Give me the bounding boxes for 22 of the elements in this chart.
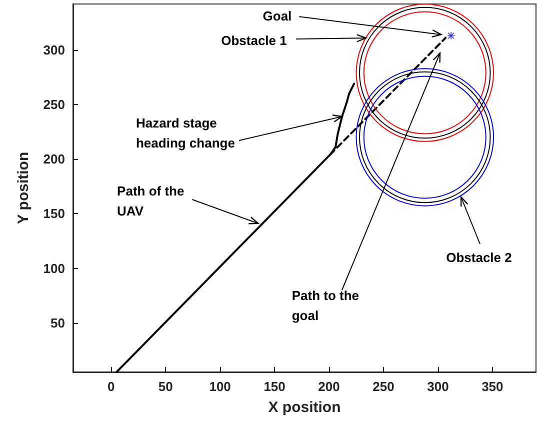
x-tick-label: 100 [209, 379, 231, 394]
y-tick-label: 100 [43, 260, 65, 276]
x-tick-label: 350 [482, 379, 504, 394]
y-tick-label: 200 [43, 152, 65, 167]
x-tick-label: 0 [108, 379, 115, 394]
y-tick-label: 250 [43, 96, 65, 112]
annotation: Goal [262, 8, 292, 24]
y-tick-label: 50 [50, 315, 65, 330]
annotation: Path to the goal [292, 288, 360, 323]
x-tick-label: 50 [158, 379, 173, 394]
y-tick-label: 150 [43, 206, 65, 222]
x-axis-title: X position [268, 399, 341, 416]
x-tick-label: 300 [427, 379, 449, 394]
y-tick-label: 300 [43, 42, 65, 58]
x-tick-label: 150 [264, 379, 286, 394]
y-axis-title: Y position [15, 152, 32, 224]
x-tick-label: 200 [318, 379, 340, 394]
annotation: Path of the UAV [117, 183, 184, 218]
annotation: Obstacle 1 [221, 33, 287, 48]
annotation: Hazard stage heading change [136, 115, 235, 150]
annotation: Obstacle 2 [446, 250, 512, 265]
x-tick-label: 250 [372, 379, 394, 394]
